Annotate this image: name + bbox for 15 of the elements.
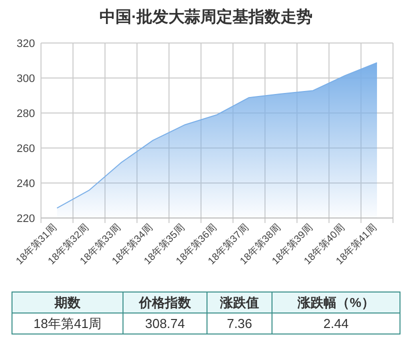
y-tick-label: 260 bbox=[16, 143, 35, 155]
chart-title: 中国·批发大蒜周定基指数走势 bbox=[99, 8, 313, 26]
text: 涨跌幅（%） bbox=[296, 295, 374, 310]
text: 期数 bbox=[54, 295, 82, 310]
text: 308.74 bbox=[145, 316, 185, 331]
y-tick-label: 320 bbox=[16, 38, 35, 50]
y-tick-label: 280 bbox=[16, 108, 35, 120]
text: 2.44 bbox=[323, 316, 349, 331]
y-tick-label: 220 bbox=[16, 213, 35, 225]
text: 涨跌值 bbox=[219, 295, 259, 310]
text: 18年第41周 bbox=[34, 316, 102, 331]
text: 价格指数 bbox=[138, 295, 192, 310]
text: 7.36 bbox=[226, 316, 252, 331]
y-tick-label: 240 bbox=[16, 178, 35, 190]
y-tick-label: 300 bbox=[16, 73, 35, 85]
